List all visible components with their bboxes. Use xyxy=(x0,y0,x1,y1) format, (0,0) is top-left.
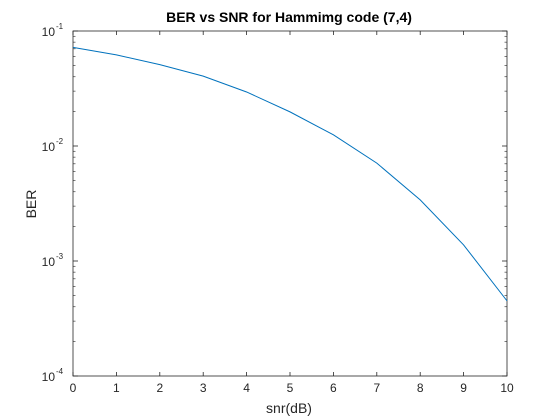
chart-title: BER vs SNR for Hammimg code (7,4) xyxy=(166,9,412,25)
y-tick-label: 10 xyxy=(42,25,56,39)
plot-area-box xyxy=(72,30,508,377)
x-tick-label: 8 xyxy=(417,381,424,395)
x-tick-label: 10 xyxy=(500,381,514,395)
y-tick-label: 10 xyxy=(42,255,56,269)
y-tick-exponent: -2 xyxy=(56,137,64,146)
series-group xyxy=(72,46,508,302)
y-tick-label: 10 xyxy=(42,140,56,154)
x-tick-label: 6 xyxy=(330,381,337,395)
ber-series-line xyxy=(72,46,508,302)
y-axis-label: BER xyxy=(23,190,39,219)
y-tick-exponent: -3 xyxy=(56,252,64,261)
x-tick-label: 1 xyxy=(113,381,120,395)
x-tick-label: 0 xyxy=(70,381,77,395)
x-tick-label: 9 xyxy=(460,381,467,395)
x-tick-label: 3 xyxy=(200,381,207,395)
axes xyxy=(72,30,508,377)
y-tick-exponent: -4 xyxy=(56,367,64,376)
x-axis-ticks: 0 1 2 3 4 5 6 7 8 9 10 xyxy=(70,31,514,395)
x-tick-label: 4 xyxy=(243,381,250,395)
y-tick-label: 10 xyxy=(42,370,56,384)
y-tick-exponent: -1 xyxy=(56,22,64,31)
x-tick-label: 5 xyxy=(287,381,294,395)
x-axis-label: snr(dB) xyxy=(266,400,312,416)
y-axis-ticks: 10-410-310-210-1 xyxy=(42,22,507,384)
x-tick-label: 7 xyxy=(373,381,380,395)
x-tick-label: 2 xyxy=(156,381,163,395)
